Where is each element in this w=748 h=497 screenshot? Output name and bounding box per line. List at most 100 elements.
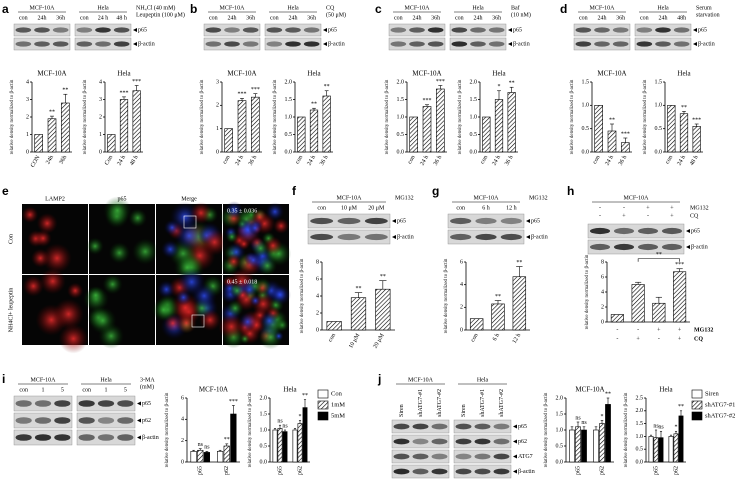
cell-signal xyxy=(128,208,148,228)
y-tick-label: 0.0 xyxy=(636,459,644,465)
legend-swatch xyxy=(317,400,329,410)
lane-label: 6 h xyxy=(482,205,490,211)
significance-label: ns xyxy=(204,445,210,451)
error-bar xyxy=(606,397,610,405)
band xyxy=(661,227,683,235)
panel-letter: g xyxy=(432,184,439,198)
y-tick-label: 0 xyxy=(316,327,319,333)
band-label: β-actin xyxy=(138,41,155,47)
error-bar xyxy=(669,434,673,437)
bar xyxy=(272,429,278,463)
condition-name: CQ xyxy=(694,336,703,342)
y-tick-label: 1.0 xyxy=(636,434,644,440)
band-arrow xyxy=(137,418,141,423)
band xyxy=(205,41,222,47)
x-tick-label: Con xyxy=(104,155,114,167)
band-arrow xyxy=(686,229,690,233)
legend-swatch xyxy=(691,411,703,421)
band-arrow xyxy=(133,28,137,32)
condition-mark: + xyxy=(636,336,640,342)
x-tick-label: 6 h xyxy=(492,333,501,342)
x-tick-label: 10 μM xyxy=(348,332,362,349)
bar xyxy=(132,90,141,153)
x-tick-label: con xyxy=(295,155,305,166)
band xyxy=(612,27,629,33)
y-tick-label: 6 xyxy=(601,274,604,280)
error-bar xyxy=(516,266,523,277)
band xyxy=(113,27,130,33)
cell-signal xyxy=(226,299,244,317)
cell-signal xyxy=(34,229,52,247)
band xyxy=(117,400,134,407)
cell-line-label: MCF-10A xyxy=(30,377,56,383)
bar xyxy=(326,321,342,331)
bar xyxy=(648,436,654,463)
cell-signal xyxy=(58,323,89,354)
y-tick-label: 0.0 xyxy=(582,149,590,155)
y-tick-label: 4 xyxy=(181,417,184,423)
band xyxy=(224,41,240,47)
error-bar xyxy=(283,429,287,432)
bar xyxy=(679,113,689,153)
y-tick-label: 2 xyxy=(181,438,184,444)
lane-label: con xyxy=(270,15,279,21)
bar xyxy=(673,433,679,463)
y-tick-label: 2 xyxy=(460,305,463,311)
band xyxy=(266,41,283,47)
cell-signal xyxy=(86,237,104,255)
condition-mark: + xyxy=(646,205,650,211)
band xyxy=(412,438,429,445)
chart-title: MCF-10A xyxy=(597,70,626,78)
chart-title: MCF-10A xyxy=(199,386,228,394)
significance-label: * xyxy=(299,414,302,420)
band xyxy=(613,243,635,251)
lane-label: con xyxy=(209,15,218,21)
band xyxy=(78,400,95,407)
band xyxy=(493,468,510,475)
bar xyxy=(119,99,129,153)
panel-letter: c xyxy=(375,2,382,16)
lane-label: con xyxy=(394,15,403,21)
band xyxy=(412,453,429,460)
band xyxy=(97,417,115,424)
band-label: p65 xyxy=(518,424,527,430)
colocalization-value: 0.45 ± 0.018 xyxy=(227,279,257,285)
condition-mark: - xyxy=(599,205,601,211)
band xyxy=(54,417,71,424)
band xyxy=(390,41,407,47)
significance-label: *** xyxy=(675,262,684,268)
band xyxy=(15,417,32,424)
cell-signal xyxy=(36,212,58,234)
y-tick-label: 4 xyxy=(99,79,102,85)
bar xyxy=(575,426,581,463)
y-axis-label: relative density normalized to β-actin xyxy=(624,392,629,467)
legend-label: 5mM xyxy=(331,412,345,419)
band xyxy=(450,217,472,225)
cell-signal xyxy=(225,230,239,244)
band-label: p65 xyxy=(691,228,700,234)
x-tick-label: 36 h xyxy=(319,155,329,167)
band xyxy=(637,227,659,235)
y-tick-label: 0.5 xyxy=(470,132,478,138)
y-tick-label: 0 xyxy=(460,327,463,333)
cell-line-label: MCF-10A xyxy=(29,5,55,11)
y-tick-label: 0.0 xyxy=(470,149,478,155)
error-bar xyxy=(240,98,244,101)
legend-label: Con xyxy=(331,390,343,397)
x-tick-label: 36h xyxy=(59,155,69,166)
bar xyxy=(673,271,687,323)
error-bar xyxy=(198,448,202,451)
band-arrow xyxy=(137,435,141,440)
cell-signal xyxy=(225,201,243,219)
band-label: p65 xyxy=(142,401,151,407)
significance-label: ** xyxy=(681,105,687,111)
band xyxy=(242,27,259,33)
treatment-label: Baf xyxy=(511,4,520,11)
x-tick-label: 24 h xyxy=(306,155,316,167)
band xyxy=(242,41,259,47)
band-label: β-actin xyxy=(397,234,414,240)
lane-label: 5 xyxy=(124,387,127,393)
significance-label: ns xyxy=(277,419,283,425)
bar xyxy=(107,134,116,153)
y-tick-label: 1.5 xyxy=(285,97,293,103)
